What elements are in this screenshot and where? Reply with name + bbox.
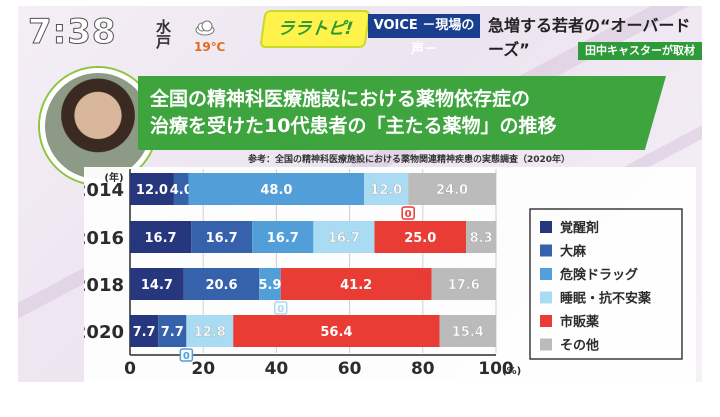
program-logo: ララトピ! bbox=[259, 10, 371, 48]
chart-title-line1: 全国の精神科医療施設における薬物依存症の bbox=[150, 88, 531, 110]
x-tick-label: 20 bbox=[191, 359, 215, 379]
category-label: 2020 bbox=[84, 322, 124, 343]
stacked-bar-chart: 020406080100(%)(年)201412.04.048.012.0024… bbox=[84, 169, 683, 379]
bar-segment bbox=[130, 173, 174, 205]
bar-segment bbox=[431, 268, 496, 300]
category-label: 2018 bbox=[84, 275, 124, 296]
bar-segment bbox=[130, 315, 159, 347]
data-label: 5.9 bbox=[258, 278, 281, 293]
data-label: 7.7 bbox=[161, 325, 184, 340]
bar-segment bbox=[130, 268, 184, 300]
bar-segment bbox=[280, 268, 432, 300]
chart-title: 全国の精神科医療施設における薬物依存症の 治療を受けた10代患者の「主たる薬物」… bbox=[150, 86, 556, 140]
bar-segment bbox=[130, 221, 192, 253]
bar-segment bbox=[158, 315, 187, 347]
legend-label: 大麻 bbox=[560, 244, 587, 260]
broadcast-frame: 7:38 水戸 19℃ ララトピ! VOICE －現場の声－ 急増する若者の“オ… bbox=[18, 6, 702, 382]
bar-segment bbox=[183, 268, 260, 300]
x-unit-label: (%) bbox=[502, 366, 521, 377]
data-label: 41.2 bbox=[340, 278, 372, 293]
legend-label: 危険ドラッグ bbox=[560, 267, 638, 283]
zero-marker bbox=[274, 301, 288, 315]
x-tick-label: 60 bbox=[338, 359, 362, 379]
legend-swatch bbox=[540, 221, 552, 233]
legend-box bbox=[529, 208, 683, 360]
bar-segment bbox=[313, 221, 375, 253]
segment-tag: VOICE －現場の声－ bbox=[368, 14, 480, 57]
legend-label: 睡眠・抗不安薬 bbox=[560, 291, 652, 307]
bar-segment bbox=[188, 173, 365, 205]
data-label: 0 bbox=[183, 351, 190, 362]
zero-marker bbox=[179, 348, 194, 362]
bar-segment bbox=[408, 173, 496, 205]
temperature-label: 19℃ bbox=[194, 40, 226, 54]
data-label: 56.4 bbox=[320, 325, 352, 340]
data-label: 20.6 bbox=[205, 278, 237, 293]
data-label: 17.6 bbox=[448, 278, 480, 293]
bar-segment bbox=[374, 221, 466, 253]
category-label: 2016 bbox=[84, 228, 124, 249]
legend-swatch bbox=[540, 291, 552, 304]
data-label: 12.0 bbox=[136, 183, 168, 198]
legend-swatch bbox=[540, 268, 552, 280]
data-label: 15.4 bbox=[452, 325, 484, 340]
data-label: 12.8 bbox=[194, 325, 226, 340]
legend-label: その他 bbox=[560, 338, 599, 354]
legend-label: 覚醒剤 bbox=[559, 220, 599, 236]
reporter-credit: 田中キャスターが取材 bbox=[578, 42, 702, 60]
bar-segment bbox=[186, 315, 234, 347]
bar-segment bbox=[364, 173, 409, 205]
data-label: 7.7 bbox=[133, 325, 156, 340]
bar-segment bbox=[465, 221, 497, 253]
legend-swatch bbox=[540, 315, 552, 327]
clock-time: 7:38 bbox=[28, 12, 117, 53]
source-note: 参考：全国の精神科医療施設における薬物関連精神疾患の実態調査（2020年） bbox=[248, 155, 571, 165]
data-label: 8.3 bbox=[470, 231, 493, 246]
data-label: 25.0 bbox=[404, 231, 436, 246]
x-tick-label: 100 bbox=[478, 359, 514, 379]
data-label: 16.7 bbox=[206, 231, 238, 246]
data-label: 24.0 bbox=[436, 183, 468, 198]
data-label: 12.0 bbox=[370, 183, 402, 198]
data-label: 4.0 bbox=[170, 183, 193, 198]
y-axis-label: (年) bbox=[104, 171, 123, 184]
data-label: 16.7 bbox=[267, 231, 299, 246]
chart-title-line2: 治療を受けた10代患者の「主たる薬物」の推移 bbox=[150, 115, 557, 137]
data-label: 48.0 bbox=[260, 183, 292, 198]
chart-panel: 020406080100(%)(年)201412.04.048.012.0024… bbox=[84, 167, 696, 382]
bar-segment bbox=[439, 315, 496, 347]
x-tick-label: 0 bbox=[124, 359, 136, 379]
legend-label: 市販薬 bbox=[560, 314, 600, 330]
bar-segment bbox=[259, 268, 281, 300]
zero-marker bbox=[401, 206, 415, 220]
x-tick-label: 40 bbox=[265, 359, 289, 379]
location-label: 水戸 bbox=[156, 18, 172, 51]
data-label: 0 bbox=[405, 209, 412, 220]
legend-swatch bbox=[540, 338, 552, 351]
data-label: 16.7 bbox=[328, 231, 360, 246]
category-label: 2014 bbox=[84, 180, 124, 201]
cloud-icon bbox=[195, 20, 215, 36]
data-label: 16.7 bbox=[145, 231, 177, 246]
bar-segment bbox=[173, 173, 189, 205]
title-panel bbox=[138, 76, 666, 150]
data-label: 14.7 bbox=[141, 278, 173, 293]
data-label: 0 bbox=[277, 304, 284, 315]
bar-segment bbox=[252, 221, 314, 253]
headline: 急増する若者の“オーバードーズ” bbox=[488, 16, 691, 59]
bar-segment bbox=[191, 221, 253, 253]
bar-segment bbox=[233, 315, 440, 347]
x-tick-label: 80 bbox=[411, 359, 435, 379]
legend-swatch bbox=[540, 244, 552, 257]
